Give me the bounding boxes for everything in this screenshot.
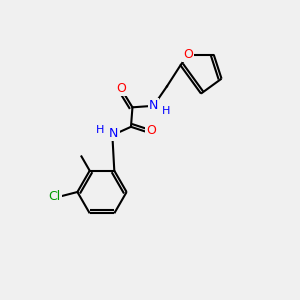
Text: Cl: Cl — [49, 190, 61, 203]
Text: O: O — [146, 124, 156, 137]
Text: N: N — [149, 99, 158, 112]
Text: O: O — [116, 82, 126, 95]
Text: H: H — [162, 106, 170, 116]
Text: N: N — [109, 127, 119, 140]
Text: H: H — [96, 125, 104, 135]
Text: O: O — [183, 48, 193, 61]
